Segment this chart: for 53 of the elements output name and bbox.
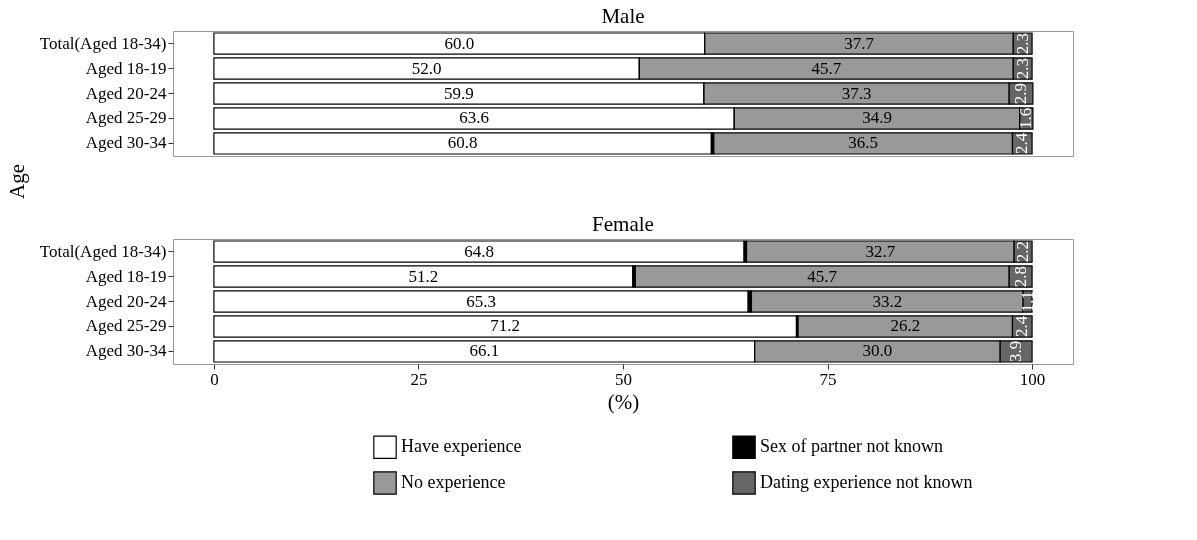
y-tick-label: Aged 30-34: [85, 133, 167, 153]
data-label: 33.2: [872, 291, 903, 311]
data-label: 36.5: [848, 133, 879, 153]
y-tick-label: Aged 20-24: [85, 83, 167, 103]
data-label: 60.0: [444, 33, 475, 53]
data-label: 1.6: [1016, 107, 1036, 130]
y-tick-label: Aged 25-29: [85, 108, 167, 128]
data-label: 63.6: [459, 108, 489, 128]
y-tick-label: Total(Aged 18-34): [39, 241, 167, 261]
data-label: 71.2: [490, 316, 521, 336]
data-label: 65.3: [466, 291, 496, 311]
y-tick-label: Aged 18-19: [85, 58, 167, 78]
data-label: 1.1: [1017, 290, 1037, 313]
y-tick-label: Aged 18-19: [85, 266, 167, 286]
data-label: 2.4: [1012, 315, 1032, 338]
legend-label: No experience: [401, 472, 506, 492]
data-label: 59.9: [444, 83, 474, 103]
y-tick-label: Aged 30-34: [85, 341, 167, 361]
x-tick-label: 25: [410, 369, 428, 389]
legend-label: Sex of partner not known: [760, 436, 943, 457]
y-tick-label: Total(Aged 18-34): [39, 33, 167, 53]
data-label: 64.8: [464, 241, 494, 261]
x-tick-label: 100: [1019, 369, 1046, 389]
data-label: 2.8: [1010, 265, 1030, 288]
data-label: 3.9: [1006, 340, 1026, 363]
data-label: 2.2: [1013, 240, 1033, 263]
data-label: 45.7: [807, 266, 838, 286]
data-label: 45.7: [811, 58, 842, 78]
data-label: 2.3: [1012, 32, 1032, 55]
chart-title: Male: [601, 4, 645, 28]
data-label: 52.0: [411, 58, 442, 78]
x-tick-label: 75: [819, 369, 837, 389]
y-tick-label: Aged 25-29: [85, 316, 167, 336]
data-label: 37.3: [841, 83, 872, 103]
data-label: 37.7: [844, 33, 875, 53]
data-label: 66.1: [469, 341, 500, 361]
x-tick-label: 0: [210, 369, 219, 389]
legend-label: Have experience: [401, 436, 522, 457]
legend-label: Dating experience not known: [760, 472, 973, 492]
y-axis-title: Age: [4, 164, 29, 199]
data-label: 34.9: [862, 108, 892, 128]
data-label: 2.9: [1011, 82, 1031, 105]
data-label: 26.2: [890, 316, 921, 336]
data-label: 60.8: [447, 133, 478, 153]
x-tick-label: 50: [615, 369, 632, 389]
y-tick-label: Aged 20-24: [85, 291, 167, 311]
data-label: 2.4: [1012, 132, 1032, 155]
data-label: 2.3: [1012, 57, 1032, 80]
chart-title: Female: [592, 212, 654, 236]
data-label: 32.7: [865, 241, 896, 261]
data-label: 51.2: [408, 266, 439, 286]
data-label: 30.0: [862, 341, 893, 361]
x-axis-title: (%): [607, 389, 640, 414]
